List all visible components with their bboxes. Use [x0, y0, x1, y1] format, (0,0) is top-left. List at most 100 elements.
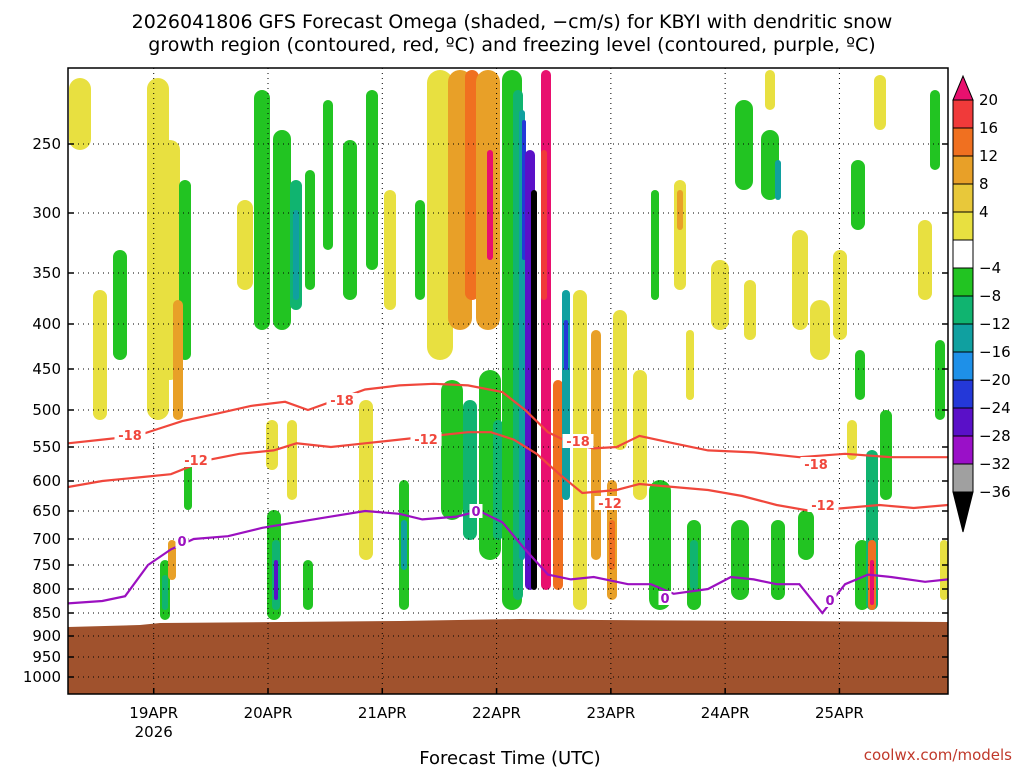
- grid-lines: [68, 68, 948, 694]
- colorbar-label: −32: [979, 455, 1011, 473]
- colorbar-box: [952, 155, 974, 185]
- omega-cell: [880, 410, 892, 500]
- contour-label: -12: [811, 499, 835, 514]
- omega-cell: [573, 290, 587, 610]
- colorbar-label: 8: [979, 175, 989, 193]
- colorbar-box: [952, 183, 974, 213]
- contour-label-bg: [807, 498, 839, 512]
- omega-cell: [69, 78, 91, 150]
- contour-label: -18: [566, 435, 590, 450]
- omega-cell: [273, 130, 291, 330]
- y-tick-label: 700: [32, 530, 61, 548]
- omega-cell: [930, 90, 940, 170]
- omega-cell: [266, 420, 278, 470]
- omega-cell: [274, 560, 278, 600]
- colorbar-box: [952, 99, 974, 129]
- contour-label-bg: [114, 428, 146, 442]
- colorbar-label: 4: [979, 203, 989, 221]
- colorbar-label: −20: [979, 371, 1011, 389]
- omega-cell: [487, 150, 493, 260]
- y-tick-label: 350: [32, 264, 61, 282]
- x-tick-label: 24APR: [701, 704, 750, 722]
- omega-cell: [541, 70, 551, 590]
- x-tick-label: 23APR: [586, 704, 635, 722]
- contour-label-bg: [326, 393, 358, 407]
- omega-cell: [553, 380, 563, 590]
- contour-label-bg: [180, 453, 212, 467]
- colorbar-box: [952, 323, 974, 353]
- omega-cell: [287, 420, 297, 500]
- omega-cell: [847, 420, 857, 460]
- omega-cell: [940, 540, 948, 600]
- colorbar-label: −12: [979, 315, 1011, 333]
- omega-cell: [686, 330, 694, 400]
- omega-cell: [792, 230, 808, 330]
- y-tick-label: 650: [32, 502, 61, 520]
- colorbar-label: −16: [979, 343, 1011, 361]
- colorbar-arrow-bottom: [952, 491, 974, 533]
- contour-label-bg: [562, 434, 594, 448]
- omega-cell: [609, 520, 615, 570]
- contour-lines: -18 -18 -18 -18 -12 -12 -12 -12 0 0 0 0: [68, 382, 948, 615]
- chart-title-line-1: 2026041806 GFS Forecast Omega (shaded, −…: [132, 11, 893, 33]
- colorbar-arrow-top: [952, 74, 974, 101]
- colorbar-label: −36: [979, 483, 1011, 501]
- contour-label: -12: [414, 433, 438, 448]
- omega-cell: [649, 480, 671, 610]
- omega-cell: [493, 420, 503, 540]
- omega-cell: [343, 140, 357, 300]
- omega-cell: [855, 540, 869, 610]
- colorbar-box: [952, 127, 974, 157]
- omega-cell: [935, 340, 945, 420]
- omega-cell: [305, 170, 315, 290]
- omega-cell: [366, 90, 378, 270]
- colorbar-box: [952, 435, 974, 465]
- x-tick-label: 20APR: [244, 704, 293, 722]
- contour-label: 0: [177, 535, 186, 550]
- omega-cell: [677, 190, 683, 230]
- y-tick-label: 300: [32, 204, 61, 222]
- contour-minus12: [68, 431, 948, 513]
- omega-cell: [293, 210, 299, 300]
- colorbar-label: −24: [979, 399, 1011, 417]
- omega-cell: [168, 540, 176, 580]
- colorbar-box: [952, 295, 974, 325]
- contour-label-bg: [800, 457, 832, 471]
- x-tick-label: 22APR: [472, 704, 521, 722]
- plot-frame: [67, 67, 949, 695]
- contour-label-bg: [594, 496, 626, 510]
- omega-cell: [237, 200, 253, 290]
- y-tick-label: 850: [32, 604, 61, 622]
- x-tick-label: 21APR: [358, 704, 407, 722]
- omega-cell: [613, 310, 627, 450]
- contour-label: 0: [471, 505, 480, 520]
- omega-cell: [918, 220, 932, 300]
- colorbar-label: −8: [979, 287, 1001, 305]
- omega-cell: [303, 560, 313, 610]
- omega-cell: [323, 100, 333, 250]
- contour-label: 0: [825, 594, 834, 609]
- omega-cell: [359, 400, 373, 560]
- y-axis-ticks: 250 300 350 400 450 500 550 600 650 700 750 800 850 9…: [23, 135, 948, 686]
- omega-cell: [651, 190, 659, 300]
- y-tick-label: 600: [32, 472, 61, 490]
- contour-label: -12: [184, 454, 208, 469]
- colorbar-label: 16: [979, 119, 998, 137]
- contour-label: -12: [598, 497, 622, 512]
- omega-cell: [855, 350, 865, 400]
- omega-cell: [874, 75, 886, 130]
- omega-cell: [254, 90, 270, 330]
- colorbar-box: [952, 239, 974, 269]
- contour-label-bg: [175, 534, 189, 548]
- omega-cell: [384, 190, 396, 310]
- omega-cell: [771, 520, 785, 600]
- y-tick-label: 900: [32, 627, 61, 645]
- y-tick-label: 500: [32, 401, 61, 419]
- y-tick-label: 750: [32, 556, 61, 574]
- omega-cell: [564, 320, 568, 370]
- omega-cell: [731, 520, 749, 600]
- x-axis-label: Forecast Time (UTC): [419, 748, 600, 768]
- omega-cell: [113, 250, 127, 360]
- colorbar-box: [952, 351, 974, 381]
